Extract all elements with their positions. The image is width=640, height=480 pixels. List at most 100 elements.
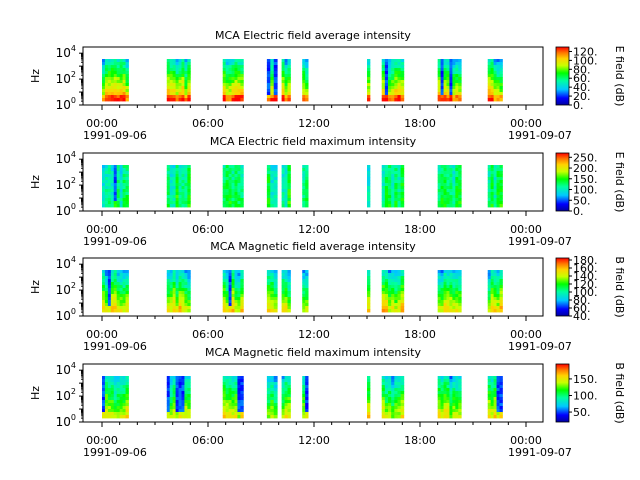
spectrogram-cell — [102, 77, 106, 81]
spectrogram-cell — [287, 180, 291, 184]
spectrogram-cell — [234, 303, 238, 307]
spectrogram-cell — [496, 415, 500, 419]
spectrogram-cell — [281, 391, 285, 395]
spectrogram-cell — [231, 195, 235, 199]
spectrogram-cell — [184, 394, 188, 398]
spectrogram-cell — [102, 65, 106, 69]
spectrogram-cell — [446, 270, 450, 274]
spectrogram-cell — [266, 201, 271, 205]
spectrogram-cell — [240, 382, 244, 386]
spectrogram-cell — [184, 180, 188, 184]
spectrogram-cell — [166, 276, 171, 280]
spectrogram-cell — [391, 95, 395, 99]
spectrogram-cell — [273, 388, 278, 392]
spectrogram-cell — [400, 285, 405, 289]
spectrogram-cell — [270, 397, 275, 401]
spectrogram-cell — [455, 165, 459, 169]
spectrogram-cell — [104, 297, 109, 301]
spectrogram-cell — [113, 177, 118, 181]
spectrogram-cell — [234, 165, 238, 169]
spectrogram-cell — [240, 303, 244, 307]
spectrogram-cell — [102, 273, 106, 277]
spectrogram-cell — [225, 376, 230, 380]
spectrogram-cell — [287, 198, 291, 202]
spectrogram-cell — [122, 89, 126, 93]
spectrogram-cell — [400, 273, 405, 277]
spectrogram-cell — [125, 201, 129, 205]
spectrogram-cell — [437, 309, 442, 313]
plot-frame — [82, 257, 544, 317]
spectrogram-cell — [234, 415, 238, 419]
spectrogram-cell — [367, 62, 371, 66]
spectrogram-cell — [305, 95, 309, 99]
spectrogram-cell — [287, 385, 291, 389]
spectrogram-cell — [116, 291, 121, 295]
spectrogram-cell — [175, 394, 179, 398]
spectrogram-cell — [449, 183, 453, 187]
spectrogram-cell — [455, 306, 459, 310]
spectrogram-cell — [270, 285, 275, 289]
spectrogram-cell — [266, 198, 271, 202]
colorbar-tick-label: 150. — [573, 373, 598, 386]
spectrogram-cell — [287, 409, 291, 413]
spectrogram-cell — [166, 282, 171, 286]
spectrogram-cell — [240, 180, 244, 184]
spectrogram-cell — [107, 98, 112, 102]
spectrogram-cell — [234, 68, 238, 72]
spectrogram-cell — [452, 388, 456, 392]
spectrogram-cell — [172, 65, 177, 69]
spectrogram-cell — [305, 412, 309, 416]
spectrogram-cell — [166, 189, 171, 193]
spectrogram-cell — [394, 168, 398, 172]
spectrogram-cell — [187, 403, 191, 407]
spectrogram-cell — [487, 391, 492, 395]
spectrogram-cell — [287, 168, 291, 172]
spectrogram-cell — [397, 89, 402, 93]
spectrogram-cell — [493, 71, 497, 75]
spectrogram-cell — [172, 409, 177, 413]
x-start-date: 1991-09-06 — [83, 235, 147, 248]
spectrogram-cell — [184, 59, 188, 63]
spectrogram-cell — [273, 180, 278, 184]
spectrogram-cell — [455, 77, 459, 81]
spectrogram-cell — [104, 270, 109, 274]
spectrogram-cell — [228, 92, 232, 96]
spectrogram-cell — [181, 177, 185, 181]
spectrogram-cell — [496, 382, 500, 386]
spectrogram-cell — [367, 168, 371, 172]
spectrogram-cell — [222, 98, 227, 102]
colorbar-label: E field (dB) — [613, 46, 626, 107]
spectrogram-cell — [187, 309, 191, 313]
spectrogram-cell — [440, 204, 444, 208]
spectrogram-cell — [287, 95, 291, 99]
spectrogram-cell — [225, 397, 230, 401]
spectrogram-cell — [367, 183, 371, 187]
spectrogram-cell — [284, 300, 288, 304]
spectrogram-cell — [169, 192, 174, 196]
spectrogram-cell — [394, 59, 398, 63]
spectrogram-cell — [184, 74, 188, 78]
spectrogram-cell — [172, 397, 177, 401]
spectrogram-cell — [490, 174, 495, 178]
spectrogram-cell — [175, 400, 179, 404]
spectrogram-cell — [490, 98, 495, 102]
spectrogram-cell — [443, 297, 447, 301]
y-tick-label: 100 — [56, 202, 76, 218]
spectrogram-cell — [384, 177, 389, 181]
spectrogram-cell — [102, 74, 106, 78]
spectrogram-cell — [305, 59, 309, 63]
spectrogram-cell — [273, 297, 278, 301]
spectrogram-cell — [452, 95, 456, 99]
spectrogram-cell — [287, 415, 291, 419]
panel-title: MCA Magnetic field average intensity — [210, 240, 416, 253]
spectrogram-cell — [381, 195, 386, 199]
spectrogram-cell — [172, 394, 177, 398]
spectrogram-cell — [122, 288, 126, 292]
spectrogram-cell — [381, 309, 386, 313]
spectrogram-cell — [237, 89, 241, 93]
spectrogram-cell — [388, 394, 392, 398]
spectrogram-cell — [437, 171, 442, 175]
spectrogram-cell — [234, 300, 238, 304]
spectrogram-cell — [172, 400, 177, 404]
spectrogram-cell — [487, 294, 492, 298]
